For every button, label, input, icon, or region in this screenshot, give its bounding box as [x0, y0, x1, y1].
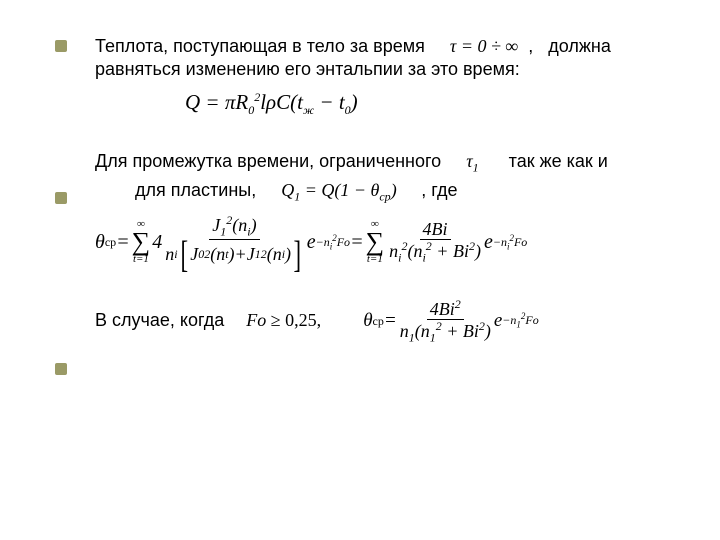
q: Q: [185, 90, 200, 114]
ns: i: [174, 248, 177, 261]
sigma-icon: ∑: [132, 230, 151, 253]
e3: e: [494, 308, 502, 335]
frac-1: J12(ni) ni [ J02(nt) + J12(ni) ]: [162, 214, 307, 270]
q1ts: ср: [379, 190, 390, 204]
ths: ср: [105, 235, 116, 250]
frac-3: 4Bi2 n1(n12 + Bi2): [397, 298, 494, 344]
num3: 4Bi2: [427, 298, 464, 320]
R: R: [235, 90, 248, 114]
d2p: (n: [407, 241, 422, 261]
eq-pi: = π: [205, 90, 235, 114]
exp1: −ni2Fo: [316, 233, 350, 251]
sigma-icon-2: ∑: [366, 230, 385, 253]
text: Теплота, поступающая в тело за время: [95, 36, 425, 56]
exp2: −ni2Fo: [493, 233, 527, 251]
n3: 4Bi: [430, 299, 455, 319]
e1: e: [307, 231, 316, 254]
text: , где: [421, 180, 457, 200]
text: Для промежутка времени, ограниченного: [95, 151, 441, 171]
d2n: n: [389, 241, 398, 261]
q1r: = Q(1 − θ: [300, 180, 379, 200]
den2: ni2(ni2 + Bi2): [386, 240, 484, 264]
text: для пластины,: [135, 180, 256, 200]
d2c: ): [475, 241, 481, 261]
mid: lρC: [260, 90, 290, 114]
eq3: =: [384, 308, 397, 335]
sum-2: ∞ ∑ t=1: [366, 219, 385, 264]
d2pl: + Bi: [432, 241, 469, 261]
eq-Q1: Q1 = Q(1 − θср): [281, 180, 401, 200]
j1ac: ): [285, 245, 291, 264]
j0a: (n: [210, 245, 225, 264]
text: должна: [548, 36, 611, 56]
num1: J12(ni): [209, 214, 259, 239]
bullet-2: [55, 192, 67, 204]
ep2: −n: [493, 235, 507, 249]
bullet-1: [55, 40, 67, 52]
text: так же как и: [509, 151, 608, 171]
equation-Q: Q = πR02lρC(tж − t0): [185, 90, 665, 118]
e2: e: [484, 231, 493, 254]
fo-cond: Fo ≥ 0,25,: [246, 308, 321, 333]
R-sub: 0: [248, 103, 254, 117]
d3c: ): [485, 321, 491, 341]
pl: +: [235, 245, 247, 264]
fo: Fo: [246, 310, 266, 330]
d3n: n: [400, 321, 409, 341]
j1: J: [247, 245, 255, 264]
bullet-3: [55, 363, 67, 375]
q1c: ): [391, 180, 397, 200]
t1s: ж: [303, 103, 314, 117]
equation-theta-cr-simplified: θср = 4Bi2 n1(n12 + Bi2) e−n12Fo: [363, 298, 539, 344]
den1: ni [ J02(nt) + J12(ni) ]: [162, 240, 307, 270]
equation-theta-cr: θср = ∞ ∑ t=1 4 J12(ni) ni [ J02(nt) + J…: [95, 214, 527, 270]
bc: ]: [294, 240, 302, 270]
ep: −n: [316, 235, 330, 249]
paragraph-1: Теплота, поступающая в тело за время τ =…: [95, 35, 665, 82]
frac-2: 4Bi ni2(ni2 + Bi2): [386, 220, 484, 264]
paragraph-3: В случае, когда Fo ≥ 0,25, θср = 4Bi2 n1…: [95, 298, 665, 344]
ep3: −n: [502, 313, 516, 327]
n: n: [165, 245, 174, 264]
pc: ): [351, 90, 358, 114]
bo: [: [180, 240, 188, 270]
n3p: 2: [455, 297, 461, 311]
exp3: −n12Fo: [502, 310, 538, 331]
den3: n1(n12 + Bi2): [397, 320, 494, 344]
tau1: τ1: [466, 151, 478, 171]
th3s: ср: [373, 313, 384, 330]
n2: 4Bi: [423, 219, 448, 239]
sb: t=1: [133, 254, 149, 265]
th: θ: [95, 231, 105, 254]
efo: Fo: [337, 235, 350, 249]
efo2: Fo: [514, 235, 527, 249]
num2: 4Bi: [420, 220, 451, 240]
text: равняться изменению его энтальпии за это…: [95, 59, 520, 79]
q1: Q: [281, 180, 294, 200]
paragraph-2: Для промежутка времени, ограниченного τ1…: [95, 148, 665, 206]
geq: ≥ 0,25,: [266, 310, 321, 330]
j1a: (n: [267, 245, 282, 264]
efo3: Fo: [525, 313, 538, 327]
j0: J: [190, 245, 198, 264]
minus: −: [314, 90, 339, 114]
d3pl: + Bi: [442, 321, 479, 341]
slide-content: Теплота, поступающая в тело за время τ =…: [0, 0, 720, 540]
ja: (n: [232, 215, 247, 235]
sb2: t=1: [367, 254, 383, 265]
tau-range: τ = 0 ÷ ∞: [450, 36, 518, 56]
eq: =: [116, 231, 130, 254]
text: В случае, когда: [95, 308, 224, 333]
four: 4: [152, 231, 162, 254]
comma: ,: [528, 36, 533, 56]
sum-1: ∞ ∑ t=1: [132, 219, 151, 264]
d3p: (n: [415, 321, 430, 341]
th3: θ: [363, 308, 372, 335]
tau-sub: 1: [473, 161, 479, 175]
eq2: =: [350, 231, 364, 254]
jac: ): [251, 215, 257, 235]
